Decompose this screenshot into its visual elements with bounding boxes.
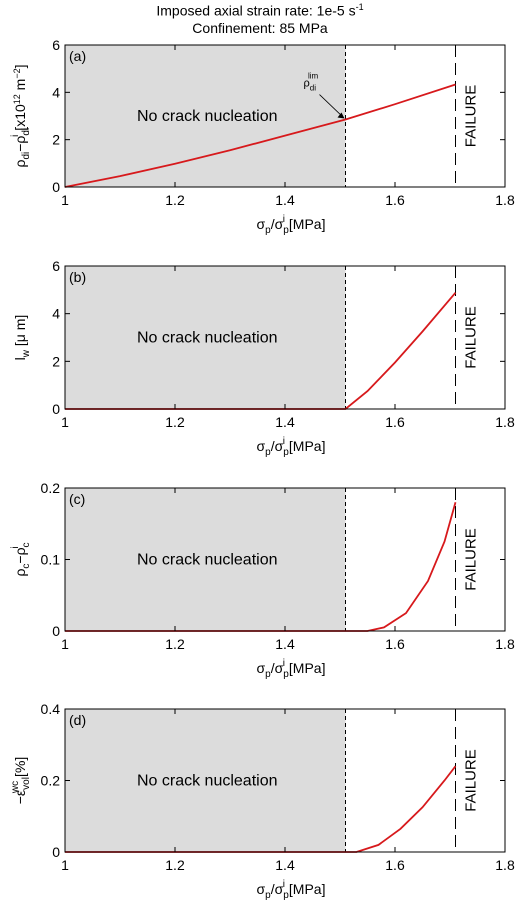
x-axis-label: σp/σpi [MPa] — [257, 658, 326, 680]
failure-label: FAILURE — [463, 528, 480, 591]
y-tick-label: 0.2 — [41, 480, 61, 496]
chart-panel-c: FAILURE 1 1.2 1.4 1.6 1.8 0 0.1 0.2 (c) No crack n… — [10, 480, 515, 680]
shaded-region — [65, 488, 346, 631]
x-tick-label: 1.8 — [495, 414, 515, 430]
shaded-region — [65, 266, 346, 409]
y-tick-label: 0 — [52, 401, 60, 417]
limit-annotation: ρdilim — [304, 72, 319, 93]
y-tick-label: 4 — [52, 84, 60, 100]
x-tick-label: 1 — [61, 192, 69, 208]
y-tick-label: 4 — [52, 306, 60, 322]
y-tick-label: 0 — [52, 179, 60, 195]
x-tick-label: 1.2 — [165, 192, 185, 208]
x-axis-label: σp/σpi [MPa] — [257, 214, 326, 236]
x-axis-label: σp/σpi [MPa] — [257, 879, 326, 901]
shaded-region-label: No crack nucleation — [137, 552, 278, 569]
failure-label: FAILURE — [463, 749, 480, 812]
chart-panel-b: FAILURE 1 1.2 1.4 1.6 1.8 0 2 4 6 (b) No crack nucl… — [12, 258, 515, 458]
x-tick-label: 1 — [61, 857, 69, 873]
x-tick-label: 1.4 — [275, 636, 295, 652]
failure-label: FAILURE — [463, 306, 480, 369]
x-tick-label: 1.6 — [385, 857, 405, 873]
x-tick-label: 1.2 — [165, 636, 185, 652]
figure-title-superscript: -1 — [355, 2, 364, 12]
x-tick-label: 1.6 — [385, 636, 405, 652]
x-tick-label: 1 — [61, 636, 69, 652]
x-tick-label: 1.4 — [275, 192, 295, 208]
figure-title-text: Imposed axial strain rate: 1e-5 s — [156, 2, 356, 19]
x-tick-label: 1.8 — [495, 857, 515, 873]
y-tick-label: 0.1 — [41, 552, 61, 568]
shaded-region-label: No crack nucleation — [137, 108, 278, 125]
y-tick-label: 0.2 — [41, 773, 61, 789]
panel-label: (a) — [69, 48, 86, 64]
panel-label: (d) — [69, 712, 86, 728]
y-tick-label: 6 — [52, 258, 60, 274]
y-axis-label: ρdi−ρdii [x1012 m−2] — [10, 64, 32, 167]
y-tick-label: 0 — [52, 623, 60, 639]
x-tick-label: 1.4 — [275, 857, 295, 873]
x-tick-label: 1.2 — [165, 857, 185, 873]
shaded-region-label: No crack nucleation — [137, 773, 278, 790]
x-tick-label: 1 — [61, 414, 69, 430]
y-axis-label: ρc−ρci — [10, 542, 32, 576]
y-tick-label: 0.4 — [41, 701, 61, 717]
figure-title-line1: Imposed axial strain rate: 1e-5 s-1 — [0, 2, 520, 19]
x-tick-label: 1.4 — [275, 414, 295, 430]
y-axis-label: lw [μ m] — [12, 315, 32, 361]
panel-label: (c) — [69, 491, 85, 507]
x-tick-label: 1.2 — [165, 414, 185, 430]
shaded-region-label: No crack nucleation — [137, 330, 278, 347]
x-axis-label: σp/σpi [MPa] — [257, 436, 326, 458]
annotation-arrowhead — [337, 112, 345, 119]
y-tick-label: 0 — [52, 844, 60, 860]
chart-panel-d: FAILURE 1 1.2 1.4 1.6 1.8 0 0.2 0.4 (d) No crack n… — [10, 701, 515, 901]
x-tick-label: 1.6 — [385, 192, 405, 208]
annotation-arrow — [319, 94, 344, 118]
y-tick-label: 2 — [52, 353, 60, 369]
x-tick-label: 1.8 — [495, 192, 515, 208]
failure-label: FAILURE — [463, 85, 480, 148]
x-tick-label: 1.6 — [385, 414, 405, 430]
series-line — [64, 83, 456, 188]
y-tick-label: 6 — [52, 37, 60, 53]
panel-label: (b) — [69, 269, 86, 285]
x-tick-label: 1.8 — [495, 636, 515, 652]
figure-title-line2: Confinement: 85 MPa — [192, 20, 328, 36]
y-tick-label: 2 — [52, 132, 60, 148]
shaded-region — [65, 709, 346, 852]
chart-panel-a: FAILURE 1 1.2 1.4 1.6 1.8 0 2 4 6 (a) No crack nucl… — [10, 37, 515, 236]
shaded-region — [65, 45, 346, 187]
y-axis-label: −εvolwc [%] — [10, 757, 32, 805]
